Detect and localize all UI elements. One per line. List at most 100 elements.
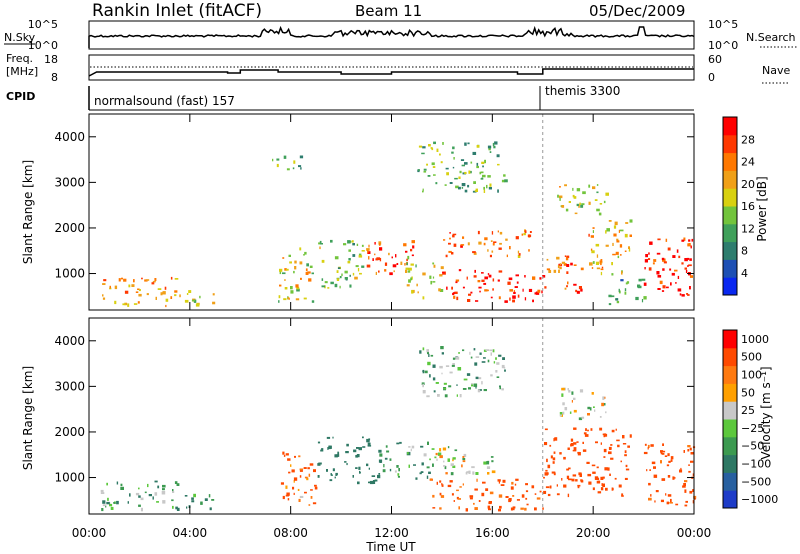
- velocity-data-cell: [285, 485, 288, 489]
- velocity-data-cell: [427, 361, 431, 366]
- power-data-cell: [462, 286, 465, 289]
- velocity-data-cell: [573, 409, 577, 413]
- power-data-cell: [372, 258, 374, 261]
- velocity-data-cell: [368, 481, 372, 484]
- power-data-cell: [455, 185, 459, 189]
- velocity-data-cell: [107, 497, 109, 501]
- velocity-data-cell: [152, 496, 154, 500]
- power-data-cell: [506, 254, 508, 258]
- velocity-data-cell: [397, 473, 400, 476]
- velocity-data-cell: [449, 371, 453, 374]
- power-data-cell: [611, 273, 614, 276]
- power-data-cell: [616, 238, 619, 241]
- power-data-cell: [653, 259, 657, 262]
- power-data-cell: [272, 158, 274, 162]
- power-data-cell: [428, 144, 431, 147]
- velocity-data-cell: [465, 472, 468, 475]
- power-data-cell: [468, 293, 472, 296]
- velocity-data-cell: [396, 465, 399, 468]
- velocity-data-cell: [602, 476, 605, 479]
- power-data-cell: [648, 258, 651, 260]
- power-data-cell: [295, 298, 300, 301]
- velocity-data-cell: [685, 500, 688, 503]
- power-data-cell: [366, 248, 370, 251]
- velocity-data-cell: [116, 500, 119, 505]
- velocity-data-cell: [457, 367, 462, 371]
- power-data-cell: [558, 195, 563, 199]
- velocity-data-cell: [389, 458, 392, 461]
- power-data-cell: [566, 264, 570, 267]
- power-data-cell: [307, 271, 311, 274]
- velocity-data-cell: [447, 484, 452, 488]
- power-data-cell: [409, 267, 412, 271]
- power-data-cell: [644, 267, 646, 270]
- power-data-cell: [675, 282, 677, 284]
- power-data-cell: [452, 233, 457, 236]
- velocity-colorbar-tick: 500: [741, 351, 762, 364]
- power-data-cell: [576, 203, 579, 207]
- power-data-cell: [565, 257, 569, 261]
- velocity-data-cell: [582, 449, 587, 452]
- power-data-cell: [357, 268, 360, 272]
- velocity-data-cell: [590, 428, 593, 431]
- velocity-data-cell: [543, 476, 545, 479]
- velocity-panel-bg: [89, 318, 694, 514]
- velocity-data-cell: [600, 487, 604, 491]
- power-data-cell: [563, 263, 567, 266]
- power-data-cell: [128, 284, 131, 288]
- velocity-data-cell: [483, 461, 487, 465]
- power-colorbar-swatch: [723, 170, 737, 189]
- power-data-cell: [592, 230, 594, 233]
- velocity-data-cell: [561, 387, 565, 391]
- velocity-data-cell: [367, 445, 372, 447]
- x-tick-label: 00:00: [677, 526, 712, 540]
- power-data-cell: [352, 272, 355, 276]
- velocity-data-cell: [356, 447, 359, 449]
- power-data-cell: [164, 286, 167, 290]
- power-data-cell: [391, 256, 393, 259]
- velocity-data-cell: [432, 494, 435, 498]
- velocity-data-cell: [447, 446, 450, 449]
- velocity-data-cell: [629, 434, 632, 438]
- velocity-data-cell: [568, 467, 571, 470]
- velocity-data-cell: [500, 484, 505, 486]
- power-data-cell: [336, 270, 339, 273]
- velocity-data-cell: [588, 481, 591, 484]
- power-data-cell: [354, 276, 358, 280]
- velocity-data-cell: [352, 475, 354, 478]
- velocity-ytick-label: 2000: [54, 425, 85, 439]
- power-data-cell: [616, 240, 620, 243]
- velocity-data-cell: [452, 357, 456, 360]
- velocity-data-cell: [282, 495, 285, 500]
- velocity-data-cell: [572, 474, 577, 477]
- power-data-cell: [620, 254, 622, 256]
- power-data-cell: [368, 244, 370, 248]
- power-data-cell: [581, 203, 585, 206]
- power-data-cell: [102, 283, 106, 285]
- power-data-cell: [436, 148, 439, 152]
- power-data-cell: [287, 297, 290, 300]
- power-y-ticks: 1000 2000 3000 4000: [54, 130, 694, 281]
- velocity-data-cell: [287, 498, 290, 501]
- power-data-cell: [321, 278, 324, 281]
- power-data-cell: [541, 290, 543, 294]
- velocity-data-cell: [571, 400, 573, 403]
- velocity-data-cell: [614, 477, 617, 480]
- x-tick-label: 20:00: [576, 526, 611, 540]
- power-data-cell: [518, 253, 521, 256]
- power-data-cell: [349, 274, 351, 277]
- power-ytick-label: 2000: [54, 221, 85, 235]
- velocity-data-cell: [667, 475, 671, 478]
- velocity-data-cell: [601, 483, 603, 486]
- velocity-data-cell: [568, 478, 572, 481]
- velocity-data-cell: [466, 373, 471, 376]
- velocity-data-cell: [474, 362, 478, 366]
- velocity-data-cell: [679, 469, 683, 473]
- power-data-cell: [384, 269, 387, 272]
- power-data-cell: [334, 283, 338, 288]
- power-data-cell: [566, 285, 568, 288]
- velocity-data-cell: [176, 483, 180, 486]
- velocity-data-cell: [573, 447, 577, 451]
- velocity-data-cell: [577, 452, 581, 456]
- velocity-data-cell: [539, 490, 542, 493]
